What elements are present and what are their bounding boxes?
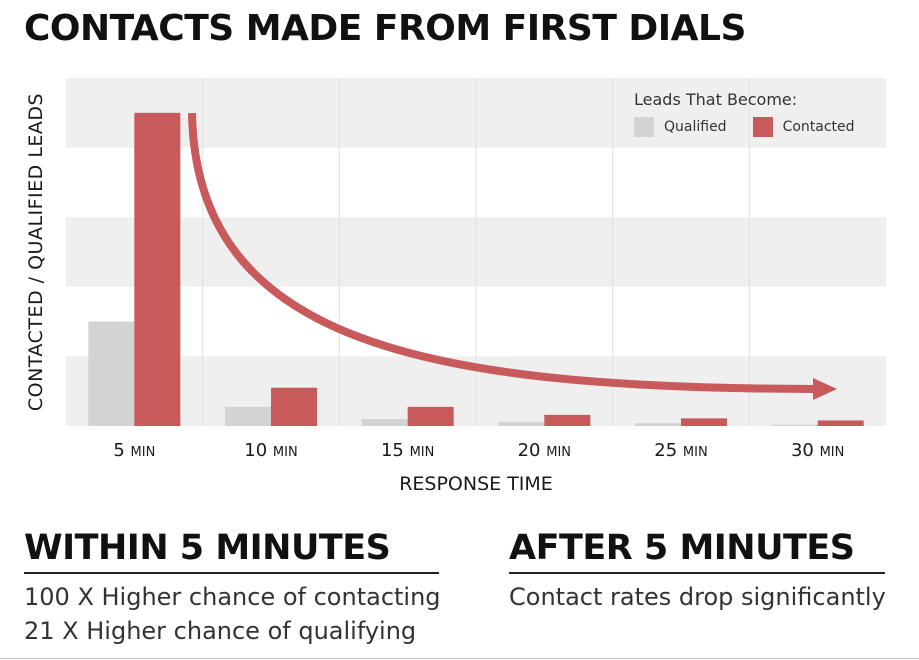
legend-swatch-qualified [634, 117, 654, 137]
stat-line-qualifying: 21 X Higher chance of qualifying [24, 617, 417, 645]
stat-line-contacting: 100 X Higher chance of contacting [24, 583, 441, 611]
bar-qualified-25-min [635, 423, 681, 426]
bar-qualified-20-min [498, 421, 545, 426]
x-tick-labels: 5 MIN 10 MIN 15 MIN 20 MIN 25 MIN 30 MIN [113, 440, 844, 461]
bar-chart: 5 MIN 10 MIN 15 MIN 20 MIN 25 MIN 30 MIN [66, 78, 886, 461]
legend-item-qualified: Qualified [634, 117, 727, 137]
bars [88, 112, 864, 427]
x-tick-label-20-min: 20 MIN [518, 440, 571, 461]
bar-qualified-10-min [225, 406, 271, 426]
x-tick-label-30-min: 30 MIN [791, 440, 844, 461]
within-5-minutes-heading: WITHIN 5 MINUTES [24, 528, 391, 568]
bottom-divider [0, 658, 919, 659]
bar-qualified-30-min [771, 424, 818, 426]
decay-arrow-head [813, 378, 837, 400]
bar-contacted-10-min [271, 387, 317, 426]
legend-title: Leads That Become: [634, 90, 798, 109]
within-5-minutes-panel: WITHIN 5 MINUTES 100 X Higher chance of … [24, 528, 441, 646]
heading-underline [24, 572, 439, 574]
after-5-minutes-heading: AFTER 5 MINUTES [509, 528, 855, 568]
bar-contacted-15-min [407, 406, 454, 426]
bar-contacted-25-min [681, 418, 727, 426]
x-tick-label-25-min: 25 MIN [654, 440, 707, 461]
legend-item-contacted: Contacted [752, 117, 855, 137]
stat-line-contact-rates: Contact rates drop significantly [509, 583, 886, 611]
after-5-minutes-panel: AFTER 5 MINUTES Contact rates drop signi… [509, 528, 886, 612]
bar-contacted-30-min [817, 420, 864, 426]
legend-swatch-contacted [752, 117, 773, 137]
x-tick-label-5-min: 5 MIN [113, 440, 155, 461]
x-tick-label-15-min: 15 MIN [381, 440, 434, 461]
x-axis-label: RESPONSE TIME [399, 473, 553, 495]
x-tick-label-10-min: 10 MIN [244, 440, 297, 461]
legend-label-contacted: Contacted [782, 119, 855, 135]
chart-title: CONTACTS MADE FROM FIRST DIALS [24, 8, 746, 49]
heading-underline [509, 572, 885, 574]
legend: Leads That Become: Qualified Contacted [634, 90, 855, 137]
legend-label-qualified: Qualified [664, 119, 727, 135]
bar-qualified-5-min [88, 321, 135, 426]
bar-contacted-20-min [544, 414, 591, 426]
bar-contacted-5-min [134, 112, 181, 427]
decay-arrow-line [188, 112, 816, 393]
grid-vertical-lines [202, 78, 750, 426]
decay-arrow [188, 112, 837, 400]
bar-qualified-15-min [361, 419, 408, 426]
